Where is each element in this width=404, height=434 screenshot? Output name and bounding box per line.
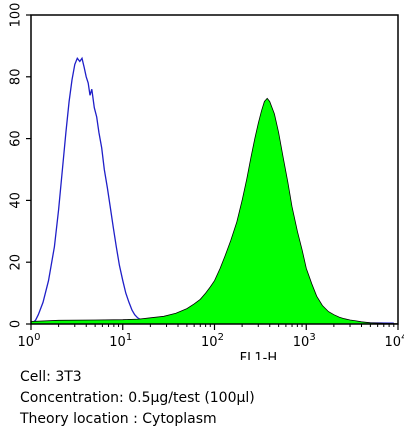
caption-cell: Cell: 3T3 [20, 369, 82, 385]
caption-theory-location: Theory location : Cytoplasm [20, 411, 217, 427]
histogram-chart: 0 20 40 60 80 100 100 101 102 103 104 FL1-H [9, 3, 404, 360]
series-1-filled-histogram [30, 97, 399, 325]
x-tick-label: 102 [201, 332, 224, 350]
x-axis-title: FL1-H [240, 351, 277, 360]
x-tick-label: 100 [18, 332, 41, 350]
y-tick-label: 40 [9, 192, 24, 209]
y-tick-label: 100 [9, 3, 24, 28]
y-tick-label: 0 [9, 320, 24, 328]
plot-frame [30, 14, 399, 325]
x-tick-label: 101 [109, 332, 132, 350]
caption-concentration: Concentration: 0.5μg/test (100μl) [20, 390, 255, 406]
plot-area: 0 20 40 60 80 100 100 101 102 103 104 FL1-H [9, 3, 404, 360]
y-tick-label: 80 [9, 69, 24, 86]
y-tick-label: 20 [9, 254, 24, 271]
caption-block: Cell: 3T3 Concentration: 0.5μg/test (100… [20, 367, 255, 430]
y-tick-label: 60 [9, 130, 24, 147]
x-tick-label: 104 [385, 332, 404, 350]
x-tick-label: 103 [293, 332, 316, 350]
